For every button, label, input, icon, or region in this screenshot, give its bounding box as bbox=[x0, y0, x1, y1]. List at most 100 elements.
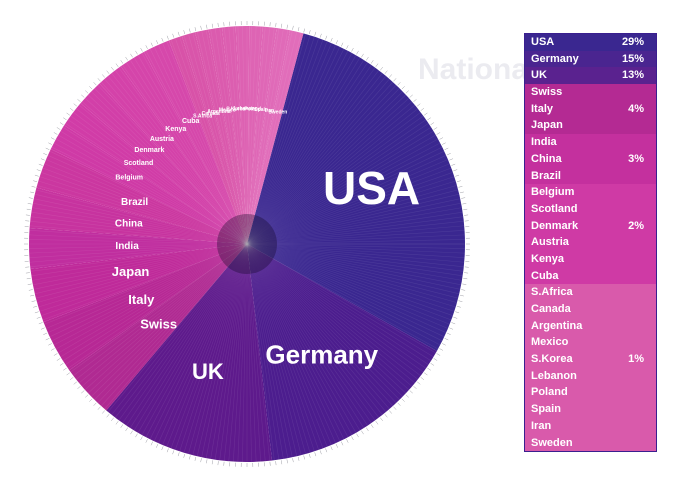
outer-tick bbox=[401, 86, 405, 90]
radial-line bbox=[133, 57, 248, 245]
radial-line bbox=[246, 189, 459, 245]
outer-tick bbox=[303, 28, 305, 33]
legend-percent: 1% bbox=[628, 353, 644, 366]
outer-tick bbox=[319, 450, 322, 455]
outer-tick bbox=[370, 60, 374, 64]
radial-line bbox=[246, 163, 450, 245]
radial-line bbox=[91, 91, 248, 245]
outer-tick bbox=[34, 311, 39, 314]
slice-label: Lebanon bbox=[234, 106, 255, 112]
radial-line bbox=[246, 239, 465, 245]
outer-tick bbox=[25, 272, 30, 274]
radial-line bbox=[44, 243, 248, 325]
radial-line bbox=[246, 44, 336, 245]
outer-tick bbox=[451, 163, 456, 166]
outer-tick bbox=[420, 108, 425, 111]
outer-tick bbox=[145, 45, 148, 49]
radial-line bbox=[246, 57, 361, 245]
outer-tick bbox=[161, 37, 164, 42]
radial-line bbox=[29, 243, 248, 263]
legend-label: S.Africa bbox=[531, 286, 573, 299]
radial-line bbox=[246, 243, 365, 429]
radial-line bbox=[246, 130, 434, 245]
outer-tick bbox=[81, 390, 85, 394]
outer-tick bbox=[424, 112, 428, 116]
radial-lines bbox=[29, 26, 465, 462]
legend-row: Spain bbox=[525, 401, 656, 418]
radial-line bbox=[246, 27, 275, 245]
radial-line bbox=[228, 26, 248, 245]
legend-label: Canada bbox=[531, 303, 571, 315]
legend-row: Swiss bbox=[525, 84, 656, 101]
outer-tick bbox=[417, 381, 421, 385]
radial-line bbox=[91, 243, 248, 397]
outer-tick bbox=[303, 455, 305, 460]
legend-label: Belgium bbox=[531, 186, 575, 199]
radial-line bbox=[246, 72, 383, 245]
legend-row: Austria bbox=[525, 234, 656, 251]
outer-tick bbox=[292, 458, 294, 463]
outer-tick bbox=[194, 456, 197, 461]
radial-line bbox=[58, 134, 248, 245]
outer-tick bbox=[384, 70, 388, 74]
radial-line bbox=[153, 243, 248, 442]
outer-tick bbox=[166, 448, 169, 453]
outer-tick bbox=[26, 208, 31, 210]
outer-tick bbox=[45, 147, 50, 150]
pie-slice bbox=[29, 228, 248, 270]
outer-tick bbox=[286, 459, 288, 464]
outer-tick bbox=[409, 390, 413, 394]
radial-line bbox=[246, 243, 458, 303]
radial-line bbox=[67, 243, 248, 369]
radial-line bbox=[210, 28, 248, 245]
radial-line bbox=[30, 243, 248, 268]
radial-line bbox=[246, 243, 261, 462]
radial-line bbox=[233, 243, 248, 462]
radial-line bbox=[107, 243, 248, 413]
outer-tick bbox=[424, 372, 428, 376]
radial-line bbox=[149, 243, 248, 440]
radial-line bbox=[32, 202, 248, 245]
outer-tick bbox=[33, 305, 38, 308]
radial-line bbox=[29, 230, 248, 245]
outer-tick bbox=[451, 322, 456, 325]
radial-line bbox=[179, 36, 248, 245]
radial-line bbox=[29, 239, 248, 245]
radial-line bbox=[196, 243, 248, 457]
radial-line bbox=[246, 180, 456, 245]
legend-row: Japan bbox=[525, 117, 656, 135]
radial-line bbox=[246, 29, 289, 245]
pie-slice bbox=[143, 40, 247, 245]
radial-line bbox=[246, 50, 349, 245]
radial-line bbox=[62, 243, 248, 362]
outer-tick bbox=[45, 338, 50, 341]
outer-tick bbox=[446, 332, 451, 335]
radial-line bbox=[246, 243, 432, 362]
radial-line bbox=[100, 243, 248, 407]
outer-tick bbox=[462, 203, 467, 205]
outer-tick bbox=[69, 377, 74, 380]
radial-line bbox=[246, 243, 383, 416]
radial-line bbox=[246, 243, 443, 342]
outer-tick bbox=[166, 35, 169, 40]
radial-line bbox=[118, 67, 248, 245]
radial-line bbox=[246, 243, 427, 369]
radial-line bbox=[246, 38, 319, 245]
outer-tick bbox=[356, 50, 359, 55]
radial-line bbox=[42, 167, 248, 245]
radial-line bbox=[246, 243, 464, 272]
radial-line bbox=[38, 243, 248, 308]
radial-line bbox=[246, 243, 394, 407]
outer-tick bbox=[27, 283, 32, 285]
pie-slice bbox=[181, 32, 247, 244]
radial-line bbox=[246, 243, 462, 286]
outer-tick bbox=[106, 70, 110, 74]
pie-slice bbox=[247, 244, 437, 461]
radial-line bbox=[246, 243, 368, 426]
slice-labels: USA Germany UK Swiss Italy Japan India China Bra… bbox=[112, 106, 420, 384]
outer-tick bbox=[115, 421, 119, 425]
outer-tick bbox=[125, 56, 128, 61]
outer-tick bbox=[436, 132, 441, 135]
radial-line bbox=[246, 243, 390, 410]
